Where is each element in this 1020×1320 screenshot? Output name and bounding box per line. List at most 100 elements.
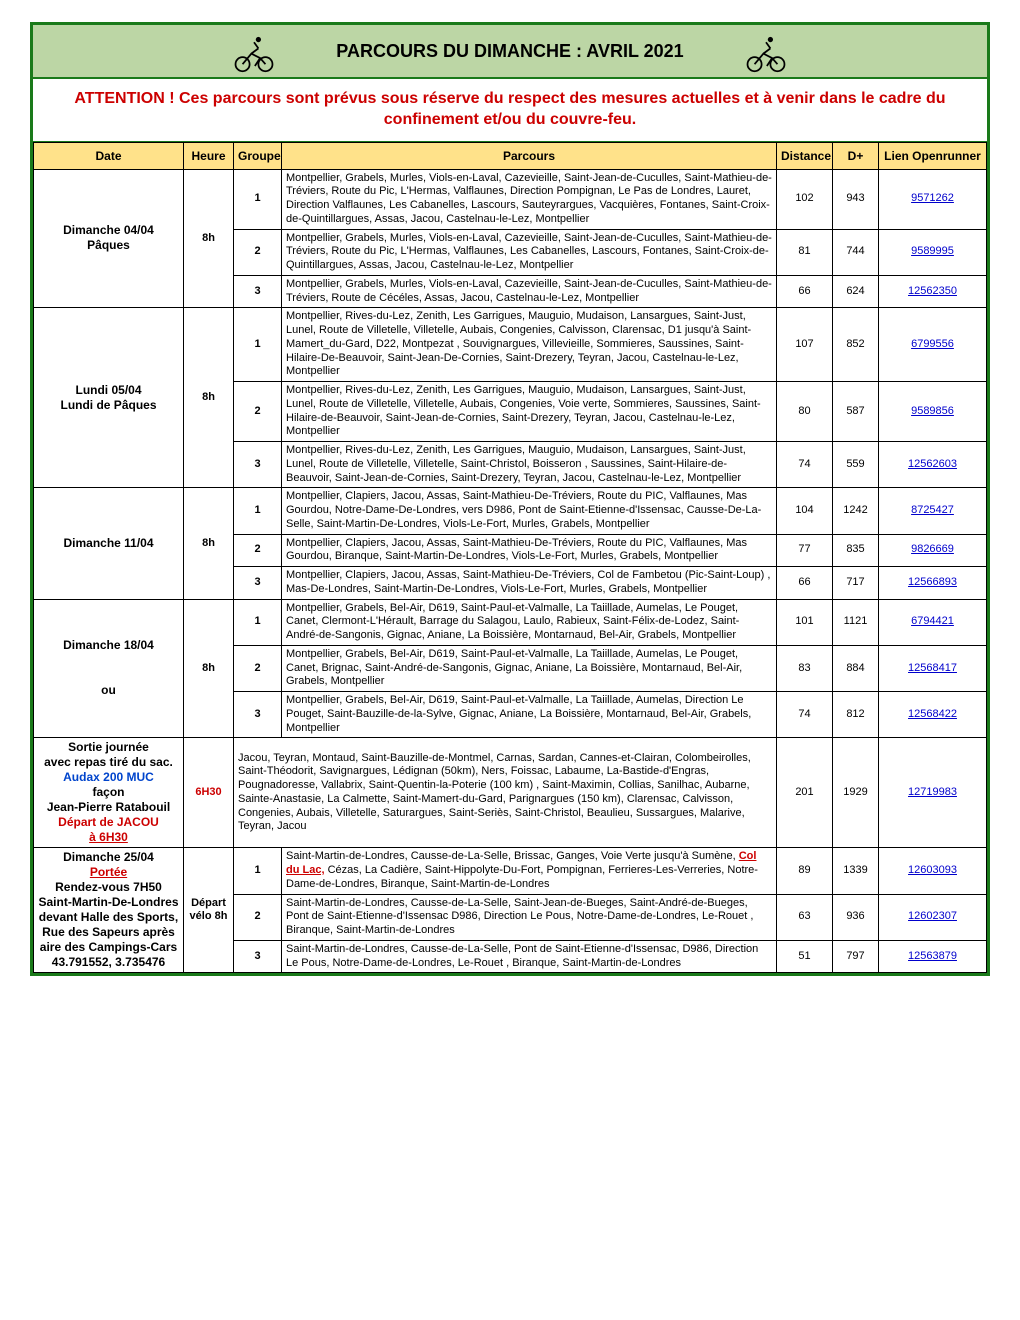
dplus-cell: 1929 [833, 738, 879, 848]
link-cell: 12568417 [879, 645, 987, 691]
parcours-cell: Montpellier, Rives-du-Lez, Zenith, Les G… [282, 308, 777, 382]
openrunner-link[interactable]: 12568417 [908, 662, 957, 674]
col-distance: Distance [777, 142, 833, 169]
link-cell: 12602307 [879, 894, 987, 940]
openrunner-link[interactable]: 12562603 [908, 458, 957, 470]
table-header-row: Date Heure Groupe Parcours Distance D+ L… [34, 142, 987, 169]
link-cell: 6794421 [879, 599, 987, 645]
heure-cell: Départ vélo 8h [184, 848, 234, 973]
openrunner-link[interactable]: 12719983 [908, 786, 957, 798]
table-row: Dimanche 04/04Pâques8h1Montpellier, Grab… [34, 169, 987, 229]
date-cell: Dimanche 04/04Pâques [34, 169, 184, 308]
groupe-cell: 3 [234, 692, 282, 738]
link-cell: 9571262 [879, 169, 987, 229]
dplus-cell: 587 [833, 382, 879, 442]
openrunner-link[interactable]: 9571262 [911, 192, 954, 204]
dplus-cell: 1339 [833, 848, 879, 894]
parcours-cell: Montpellier, Clapiers, Jacou, Assas, Sai… [282, 488, 777, 534]
openrunner-link[interactable]: 6794421 [911, 615, 954, 627]
distance-cell: 101 [777, 599, 833, 645]
distance-cell: 102 [777, 169, 833, 229]
distance-cell: 51 [777, 940, 833, 973]
dplus-cell: 884 [833, 645, 879, 691]
parcours-cell: Montpellier, Grabels, Murles, Viols-en-L… [282, 275, 777, 308]
dplus-cell: 717 [833, 567, 879, 600]
date-cell: Dimanche 11/04 [34, 488, 184, 599]
groupe-cell: 3 [234, 275, 282, 308]
openrunner-link[interactable]: 9589995 [911, 245, 954, 257]
groupe-cell: 2 [234, 382, 282, 442]
openrunner-link[interactable]: 12602307 [908, 910, 957, 922]
dplus-cell: 1242 [833, 488, 879, 534]
openrunner-link[interactable]: 6799556 [911, 338, 954, 350]
distance-cell: 89 [777, 848, 833, 894]
dplus-cell: 559 [833, 442, 879, 488]
link-cell: 6799556 [879, 308, 987, 382]
distance-cell: 74 [777, 692, 833, 738]
distance-cell: 80 [777, 382, 833, 442]
openrunner-link[interactable]: 12563879 [908, 950, 957, 962]
title-band: PARCOURS DU DIMANCHE : AVRIL 2021 [33, 25, 987, 79]
openrunner-link[interactable]: 12568422 [908, 708, 957, 720]
link-cell: 12566893 [879, 567, 987, 600]
link-cell: 12563879 [879, 940, 987, 973]
parcours-cell: Montpellier, Rives-du-Lez, Zenith, Les G… [282, 382, 777, 442]
groupe-cell: 2 [234, 894, 282, 940]
openrunner-link[interactable]: 9589856 [911, 405, 954, 417]
parcours-cell: Montpellier, Grabels, Murles, Viols-en-L… [282, 169, 777, 229]
link-cell: 9589995 [879, 229, 987, 275]
distance-cell: 81 [777, 229, 833, 275]
heure-cell: 8h [184, 169, 234, 308]
link-cell: 12568422 [879, 692, 987, 738]
groupe-cell: 2 [234, 534, 282, 567]
col-groupe: Groupe [234, 142, 282, 169]
page-title: PARCOURS DU DIMANCHE : AVRIL 2021 [336, 41, 683, 62]
warning-text: ATTENTION ! Ces parcours sont prévus sou… [33, 79, 987, 142]
openrunner-link[interactable]: 12566893 [908, 576, 957, 588]
dplus-cell: 1121 [833, 599, 879, 645]
groupe-cell: 1 [234, 169, 282, 229]
dplus-cell: 624 [833, 275, 879, 308]
table-row: Dimanche 25/04PortéeRendez-vous 7H50Sain… [34, 848, 987, 894]
distance-cell: 66 [777, 275, 833, 308]
parcours-cell: Montpellier, Grabels, Bel-Air, D619, Sai… [282, 599, 777, 645]
dplus-cell: 812 [833, 692, 879, 738]
date-cell: Lundi 05/04Lundi de Pâques [34, 308, 184, 488]
table-row: Lundi 05/04Lundi de Pâques8h1Montpellier… [34, 308, 987, 382]
parcours-cell: Montpellier, Grabels, Murles, Viols-en-L… [282, 229, 777, 275]
table-row: Dimanche 11/048h1Montpellier, Clapiers, … [34, 488, 987, 534]
link-cell: 12562350 [879, 275, 987, 308]
distance-cell: 74 [777, 442, 833, 488]
link-cell: 8725427 [879, 488, 987, 534]
page-container: PARCOURS DU DIMANCHE : AVRIL 2021 ATTENT… [30, 22, 990, 976]
date-cell: Sortie journéeavec repas tiré du sac.Aud… [34, 738, 184, 848]
distance-cell: 63 [777, 894, 833, 940]
link-cell: 12603093 [879, 848, 987, 894]
heure-cell: 8h [184, 488, 234, 599]
openrunner-link[interactable]: 12603093 [908, 864, 957, 876]
col-link: Lien Openrunner [879, 142, 987, 169]
dplus-cell: 744 [833, 229, 879, 275]
col-parcours: Parcours [282, 142, 777, 169]
heure-cell: 8h [184, 308, 234, 488]
routes-table: Date Heure Groupe Parcours Distance D+ L… [33, 142, 987, 974]
openrunner-link[interactable]: 12562350 [908, 285, 957, 297]
groupe-cell: 3 [234, 442, 282, 488]
heure-cell: 6H30 [184, 738, 234, 848]
openrunner-link[interactable]: 9826669 [911, 543, 954, 555]
link-cell: 9826669 [879, 534, 987, 567]
distance-cell: 201 [777, 738, 833, 848]
distance-cell: 107 [777, 308, 833, 382]
parcours-cell: Montpellier, Grabels, Bel-Air, D619, Sai… [282, 692, 777, 738]
link-cell: 9589856 [879, 382, 987, 442]
link-cell: 12719983 [879, 738, 987, 848]
date-cell: Dimanche 18/04ou [34, 599, 184, 738]
groupe-cell: 1 [234, 308, 282, 382]
col-heure: Heure [184, 142, 234, 169]
dplus-cell: 936 [833, 894, 879, 940]
table-row: Dimanche 18/04ou8h1Montpellier, Grabels,… [34, 599, 987, 645]
col-date: Date [34, 142, 184, 169]
distance-cell: 104 [777, 488, 833, 534]
openrunner-link[interactable]: 8725427 [911, 504, 954, 516]
groupe-cell: 2 [234, 645, 282, 691]
